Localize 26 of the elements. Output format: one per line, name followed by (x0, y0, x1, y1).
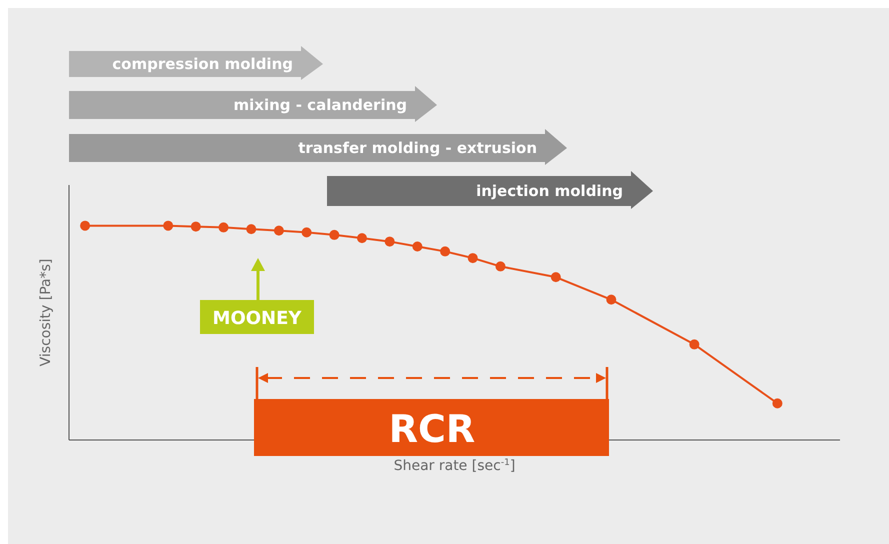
point (274, 226, 284, 236)
text: mixing - calandering (234, 96, 407, 114)
point (440, 246, 450, 256)
y-axis-title: Viscosity [Pa*s] (38, 258, 54, 366)
annotation: MOONEY (212, 308, 302, 329)
text: injection molding (476, 182, 623, 200)
point (606, 294, 616, 305)
x-axis-title: Shear rate [sec$^{-1}$] (394, 458, 516, 474)
text: compression molding (112, 55, 293, 73)
point (329, 230, 340, 240)
point (495, 261, 506, 272)
point (772, 398, 782, 408)
point (468, 253, 478, 264)
point (163, 220, 174, 231)
point (689, 339, 700, 350)
point (246, 224, 256, 234)
point (412, 242, 422, 252)
point (80, 220, 90, 231)
point (218, 222, 229, 232)
point (302, 227, 312, 238)
point (550, 272, 561, 282)
point (190, 222, 201, 232)
text: transfer molding - extrusion (298, 139, 537, 157)
point (357, 233, 367, 244)
annotation: RCR (388, 407, 476, 451)
point (384, 236, 395, 247)
